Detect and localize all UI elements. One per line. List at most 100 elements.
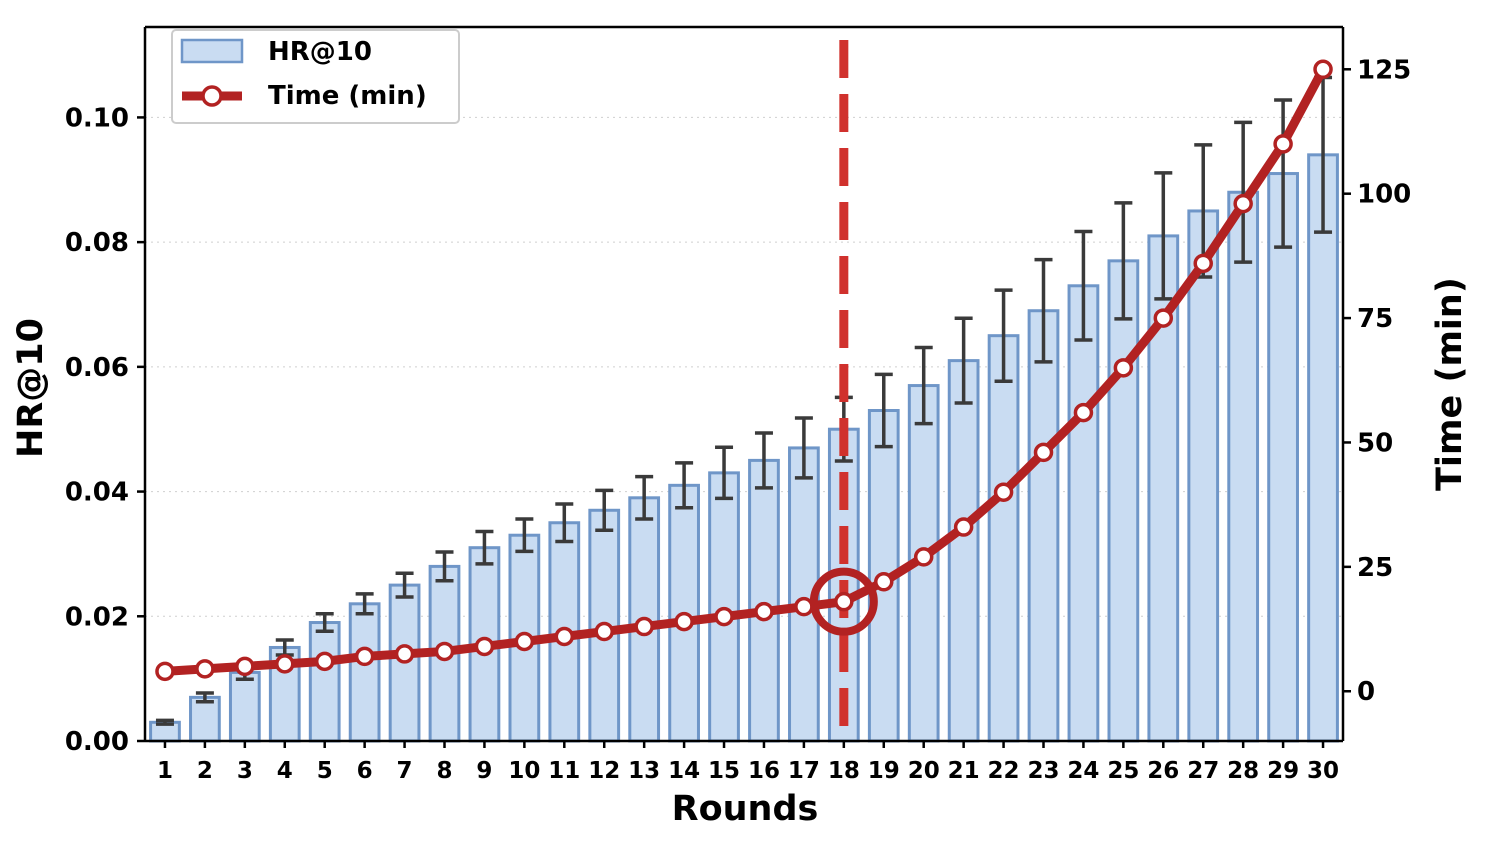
- x-tick-label: 22: [988, 758, 1020, 784]
- time-point: [714, 606, 734, 627]
- x-tick-label: 16: [748, 758, 780, 784]
- time-point: [314, 651, 335, 672]
- time-point: [354, 646, 375, 667]
- time-point: [1193, 253, 1213, 274]
- time-point: [275, 654, 295, 674]
- bar: [1267, 172, 1299, 743]
- time-point: [1113, 358, 1134, 378]
- bar: [1027, 309, 1060, 743]
- x-tick-label: 4: [277, 758, 293, 784]
- x-tick-label: 21: [948, 758, 980, 784]
- y2-tick-label: 125: [1357, 55, 1411, 85]
- time-series: [155, 59, 1333, 682]
- bar: [308, 621, 341, 743]
- time-point: [554, 626, 575, 647]
- time-point: [1033, 442, 1054, 463]
- bar: [228, 670, 261, 743]
- x-tick-label: 12: [588, 758, 620, 784]
- bar: [1187, 209, 1220, 743]
- time-point: [834, 591, 854, 612]
- legend-label-time: Time (min): [268, 81, 427, 111]
- time-point: [874, 572, 894, 592]
- time-point: [434, 641, 455, 662]
- x-tick-label: 13: [628, 758, 660, 784]
- legend-swatch-hr10: [180, 38, 244, 64]
- bar: [1067, 284, 1100, 743]
- y-axis-title: HR@10: [11, 318, 51, 458]
- x-tick-label: 24: [1067, 758, 1099, 784]
- time-point: [235, 656, 255, 677]
- x-tick-label: 11: [548, 758, 580, 784]
- time-point: [1073, 402, 1094, 423]
- x-tick-label: 15: [708, 758, 740, 784]
- bar: [1307, 153, 1339, 743]
- bar: [1227, 190, 1260, 743]
- x-tick-label: 29: [1267, 758, 1299, 784]
- y2-tick-label: 0: [1357, 677, 1375, 707]
- legend-frame: [171, 29, 460, 124]
- x-tick-label: 27: [1187, 758, 1219, 784]
- y-tick-label: 0.00: [65, 727, 129, 757]
- x-tick-label: 9: [476, 758, 492, 784]
- time-point: [195, 659, 215, 679]
- time-point: [1273, 134, 1293, 154]
- bar: [189, 695, 221, 743]
- x-tick-label: 17: [788, 758, 820, 784]
- time-point: [514, 631, 535, 652]
- axes: [137, 25, 1351, 748]
- x-tick-label: 10: [508, 758, 540, 784]
- y2-axis-title: Time (min): [1430, 277, 1470, 491]
- time-point: [754, 601, 774, 622]
- x-tick-label: 7: [397, 758, 413, 784]
- y-tick-label: 0.10: [65, 103, 129, 133]
- time-point: [394, 644, 415, 664]
- time-point: [594, 621, 614, 642]
- y-tick-label: 0.06: [65, 353, 129, 383]
- time-point: [1313, 59, 1333, 80]
- x-tick-label: 23: [1027, 758, 1059, 784]
- x-tick-label: 5: [317, 758, 333, 784]
- hr10-bars: [149, 153, 1339, 743]
- y-tick-label: 0.08: [65, 228, 129, 258]
- y2-tick-label: 50: [1357, 428, 1393, 458]
- x-tick-label: 6: [357, 758, 373, 784]
- time-point: [1153, 308, 1174, 328]
- x-tick-label: 28: [1227, 758, 1259, 784]
- time-point: [634, 616, 654, 637]
- x-tick-label: 3: [237, 758, 253, 784]
- legend-marker-time: [201, 85, 223, 107]
- y2-tick-label: 25: [1357, 553, 1393, 583]
- highlight-circle: [809, 567, 878, 636]
- x-tick-label: 20: [908, 758, 940, 784]
- time-point: [474, 636, 495, 657]
- legend: HR@10 Time (min): [171, 29, 460, 124]
- time-point: [993, 482, 1014, 502]
- x-tick-label: 2: [197, 758, 213, 784]
- legend-label-hr10: HR@10: [268, 37, 372, 67]
- y2-tick-label: 100: [1357, 180, 1411, 210]
- bar: [947, 359, 980, 743]
- bar: [1107, 259, 1140, 743]
- time-point: [155, 661, 175, 682]
- x-tick-label: 25: [1107, 758, 1139, 784]
- x-tick-label: 8: [436, 758, 452, 784]
- bar: [348, 602, 381, 743]
- x-tick-label: 30: [1307, 758, 1339, 784]
- bar: [748, 458, 780, 743]
- x-tick-label: 26: [1147, 758, 1179, 784]
- bar: [987, 334, 1020, 743]
- x-tick-label: 19: [868, 758, 900, 784]
- time-point: [1233, 193, 1253, 214]
- y-tick-label: 0.02: [65, 602, 129, 632]
- x-tick-label: 1: [157, 758, 173, 784]
- y-tick-label: 0.04: [65, 478, 129, 508]
- time-point: [794, 596, 814, 617]
- y2-tick-label: 75: [1357, 304, 1393, 334]
- time-point: [674, 611, 694, 632]
- time-point: [913, 547, 934, 567]
- x-tick-label: 14: [668, 758, 700, 784]
- x-axis-title: Rounds: [672, 789, 819, 829]
- time-point: [953, 517, 974, 537]
